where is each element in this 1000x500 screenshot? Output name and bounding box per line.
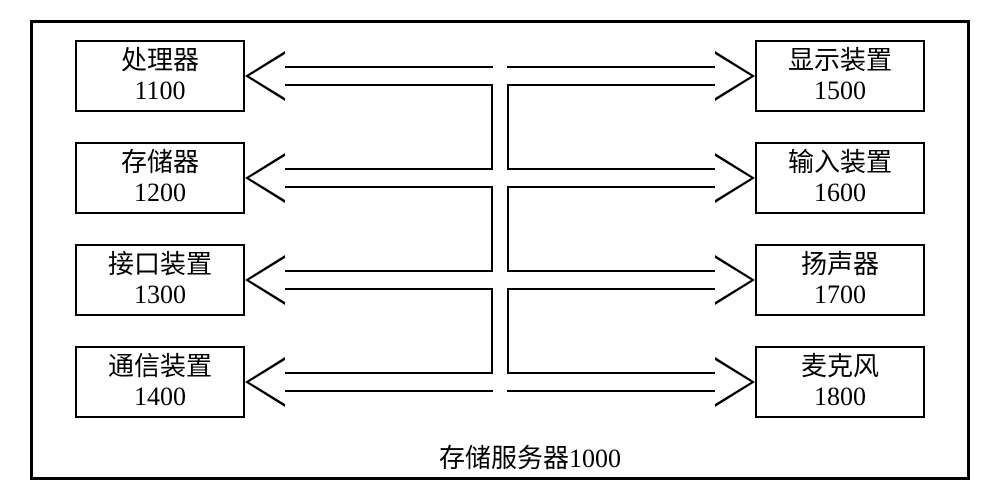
right-box-0: 显示装置1500 [755,40,925,112]
left-box-number-3: 1400 [134,382,186,412]
left-box-1: 存储器1200 [75,142,245,214]
left-box-label-3: 通信装置 [108,352,212,382]
central-bus [491,66,509,392]
right-box-number-2: 1700 [814,280,866,310]
right-box-1: 输入装置1600 [755,142,925,214]
left-box-label-2: 接口装置 [108,250,212,280]
right-box-label-2: 扬声器 [801,250,879,280]
right-box-number-3: 1800 [814,382,866,412]
left-box-3: 通信装置1400 [75,346,245,418]
left-box-label-0: 处理器 [121,46,199,76]
left-box-number-1: 1200 [134,178,186,208]
diagram-caption: 存储服务器1000 [400,438,660,475]
left-box-label-1: 存储器 [121,148,199,178]
right-box-number-1: 1600 [814,178,866,208]
right-box-label-0: 显示装置 [788,46,892,76]
right-box-number-0: 1500 [814,76,866,106]
right-box-3: 麦克风1800 [755,346,925,418]
right-box-label-1: 输入装置 [788,148,892,178]
right-box-2: 扬声器1700 [755,244,925,316]
left-box-2: 接口装置1300 [75,244,245,316]
right-box-label-3: 麦克风 [801,352,879,382]
left-box-number-0: 1100 [134,76,185,106]
left-box-0: 处理器1100 [75,40,245,112]
left-box-number-2: 1300 [134,280,186,310]
